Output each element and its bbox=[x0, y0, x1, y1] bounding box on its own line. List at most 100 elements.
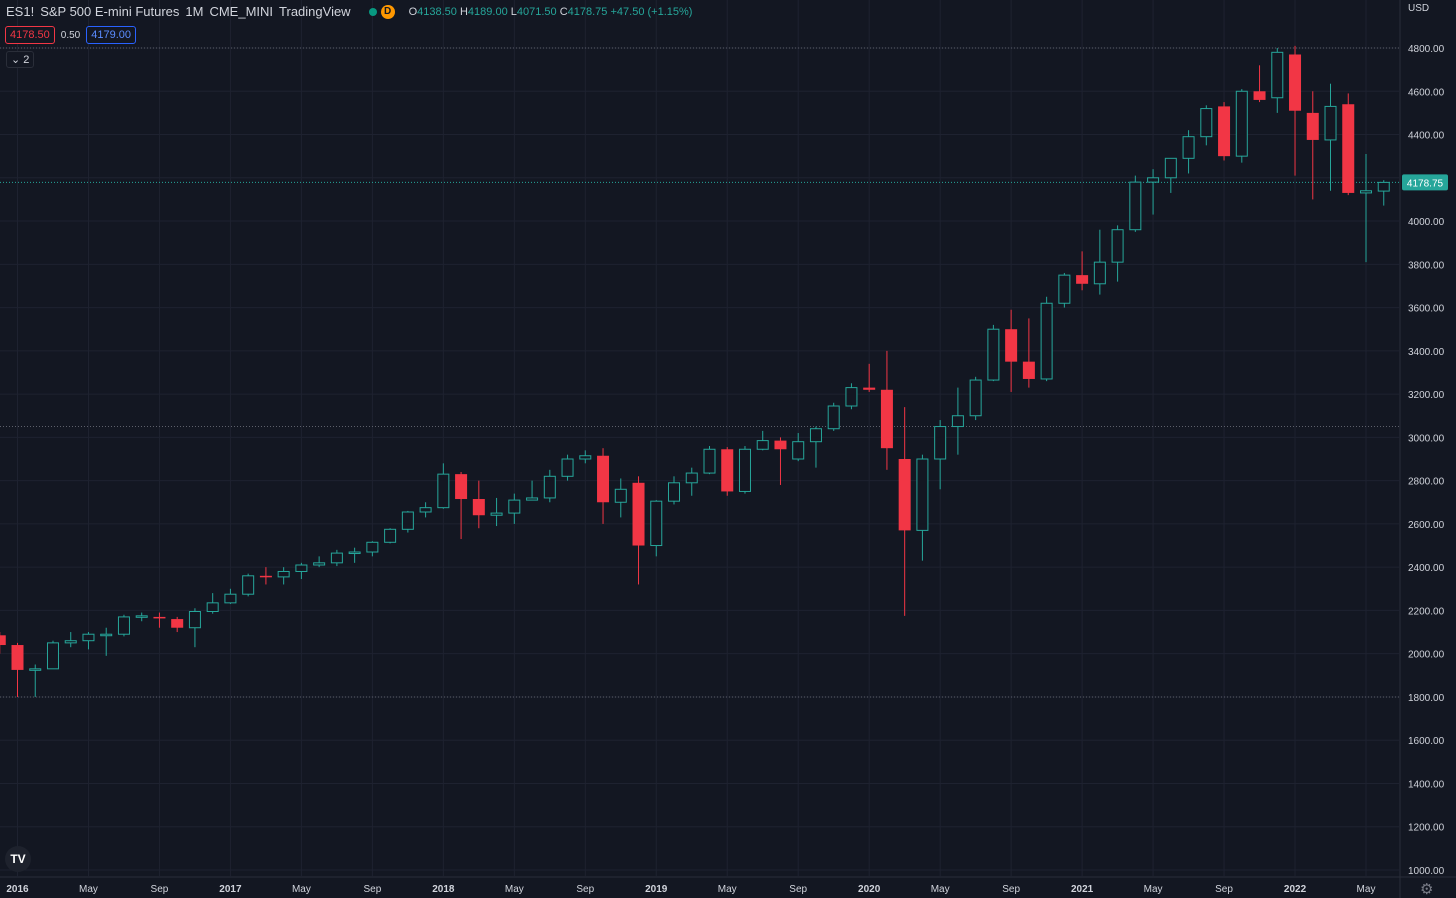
candle bbox=[1111, 225, 1124, 282]
candle bbox=[1218, 102, 1231, 161]
candle bbox=[1271, 48, 1284, 113]
price-axis: 1000.00 1200.00 1400.00 1600.00 1800.00 2000.… bbox=[1402, 44, 1448, 877]
time-tick-label: 2017 bbox=[219, 884, 242, 895]
candle-body-down bbox=[1253, 91, 1266, 100]
candle bbox=[845, 383, 858, 410]
candle bbox=[437, 463, 450, 509]
candle bbox=[916, 454, 929, 561]
candle-body-up bbox=[206, 602, 219, 613]
time-tick-label: 2018 bbox=[432, 884, 455, 895]
price-tick-label: 2000.00 bbox=[1408, 650, 1445, 661]
last-price-tag-bg bbox=[1402, 174, 1448, 191]
candle bbox=[1182, 130, 1195, 174]
candle-body-up bbox=[490, 512, 503, 516]
candle bbox=[1342, 93, 1355, 196]
candle-body-up bbox=[188, 611, 201, 629]
candle-body-up bbox=[224, 593, 237, 604]
market-open-dot-icon bbox=[368, 7, 377, 16]
gear-icon[interactable]: ⚙ bbox=[1420, 881, 1434, 898]
candle bbox=[1147, 169, 1160, 215]
indicators-toggle-button[interactable]: ⌄ 2 bbox=[6, 51, 35, 68]
last-price-tag: 4178.75 bbox=[1402, 174, 1448, 191]
candle-body-up bbox=[419, 507, 432, 513]
candle bbox=[561, 454, 574, 481]
candle bbox=[1235, 89, 1248, 163]
price-tick-label: 1400.00 bbox=[1408, 779, 1445, 790]
candle bbox=[348, 547, 361, 563]
candle bbox=[668, 476, 681, 505]
candle-body-up bbox=[348, 551, 361, 555]
candle bbox=[1005, 309, 1018, 392]
candle-body-up bbox=[668, 482, 681, 502]
price-tick-label: 1000.00 bbox=[1408, 866, 1445, 877]
candle-body-down bbox=[1289, 54, 1302, 111]
candle bbox=[809, 426, 822, 468]
time-tick-label: 2019 bbox=[645, 884, 668, 895]
time-tick-label: Sep bbox=[363, 884, 381, 895]
sell-button[interactable]: 4178.50 bbox=[5, 26, 55, 44]
candle-body-up bbox=[1040, 302, 1053, 380]
candle-body-up bbox=[1093, 261, 1106, 285]
candle bbox=[419, 502, 432, 518]
candle bbox=[82, 632, 95, 650]
price-tick-label: 4400.00 bbox=[1408, 131, 1445, 142]
time-tick-label: May bbox=[1357, 884, 1376, 895]
tradingview-logo-icon[interactable]: TV bbox=[5, 846, 31, 872]
symbol-ticker[interactable]: ES1! bbox=[6, 4, 35, 19]
candle bbox=[490, 497, 503, 527]
candle bbox=[1040, 296, 1053, 382]
candle-body-up bbox=[1058, 274, 1071, 304]
candle-body-up bbox=[579, 455, 592, 460]
interval-label[interactable]: 1M bbox=[185, 4, 204, 19]
candle-body-up bbox=[792, 441, 805, 460]
price-tick-label: 1800.00 bbox=[1408, 693, 1445, 704]
candle bbox=[1129, 175, 1142, 232]
candle bbox=[969, 376, 982, 421]
candle-body-up bbox=[1200, 108, 1213, 138]
candle-body-down bbox=[259, 575, 272, 578]
candle-body-up bbox=[526, 497, 539, 501]
delayed-badge[interactable]: D bbox=[380, 4, 395, 19]
time-tick-label: Sep bbox=[151, 884, 169, 895]
candle-body-down bbox=[774, 440, 787, 450]
candle bbox=[827, 402, 840, 431]
candle-body-down bbox=[721, 449, 734, 492]
candle bbox=[1306, 91, 1319, 200]
price-tick-label: 2200.00 bbox=[1408, 606, 1445, 617]
candle bbox=[738, 446, 751, 494]
candle-body-down bbox=[1342, 104, 1355, 193]
exchange-label: CME_MINI bbox=[209, 4, 274, 19]
candle bbox=[11, 642, 24, 697]
high-value: 4189.00 bbox=[467, 5, 508, 18]
candle-body-up bbox=[845, 387, 858, 407]
candle bbox=[792, 433, 805, 462]
candle-body-up bbox=[82, 633, 95, 642]
candle-body-down bbox=[0, 635, 6, 646]
price-tick-label: 3200.00 bbox=[1408, 390, 1445, 401]
price-tick-label: 3600.00 bbox=[1408, 304, 1445, 315]
candle-body-down bbox=[1022, 361, 1035, 379]
candle bbox=[951, 387, 964, 455]
candle-body-down bbox=[880, 389, 893, 449]
candle-body-down bbox=[632, 482, 645, 546]
low-label: L bbox=[510, 5, 517, 18]
candle-body-up bbox=[916, 458, 929, 531]
candle bbox=[259, 567, 272, 585]
candle-body-down bbox=[455, 474, 468, 500]
currency-label[interactable]: USD bbox=[1408, 3, 1430, 14]
buy-button[interactable]: 4179.00 bbox=[86, 26, 136, 44]
candle-body-down bbox=[1306, 112, 1319, 140]
candle-body-up bbox=[117, 616, 130, 635]
candle-body-up bbox=[46, 642, 59, 670]
time-tick-label: May bbox=[505, 884, 524, 895]
candle bbox=[934, 420, 947, 490]
candle bbox=[472, 480, 485, 529]
candle-body-up bbox=[951, 415, 964, 428]
low-value: 4071.50 bbox=[516, 5, 557, 18]
candle-body-up bbox=[277, 570, 290, 578]
candle bbox=[171, 616, 184, 633]
candle bbox=[1022, 318, 1035, 388]
symbol-name[interactable]: S&P 500 E-mini Futures bbox=[40, 4, 180, 19]
